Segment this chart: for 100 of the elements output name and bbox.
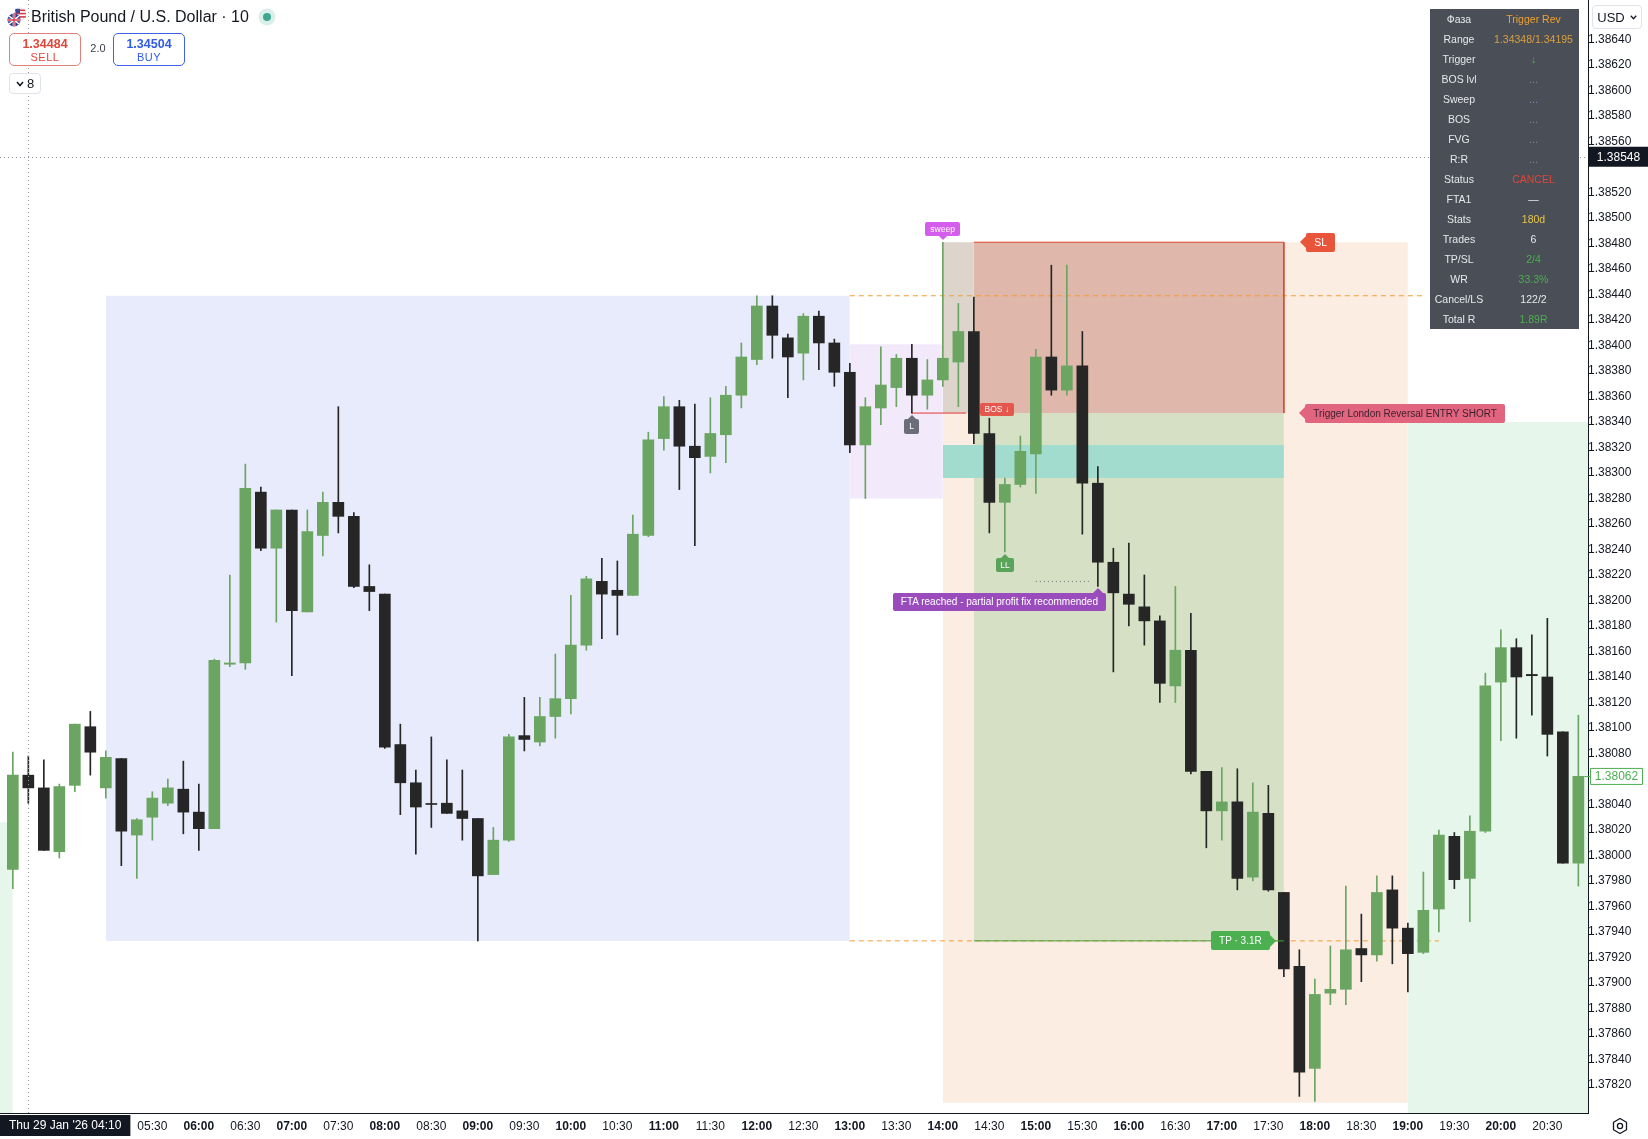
- ref-line-label: 1.38548: [1596, 149, 1641, 164]
- y-tick-label: 1.38040: [1587, 796, 1632, 811]
- annotation: 33.3%: [1517, 273, 1550, 285]
- sell-button: 1.34484 SELL: [9, 33, 81, 66]
- annotation: Trigger: [1441, 53, 1477, 65]
- y-tick-label: 1.38440: [1587, 286, 1632, 301]
- x-tick-label: 11:00: [648, 1118, 680, 1133]
- annotation: FTA reached - partial profit fix recommended: [892, 593, 1106, 612]
- annotation: 1.34484: [21, 37, 69, 51]
- annotation: Trigger Rev: [1505, 13, 1562, 25]
- y-tick-label: 1.38100: [1587, 720, 1632, 735]
- x-tick-label: 06:00: [183, 1118, 215, 1133]
- candlestick: [193, 783, 205, 851]
- candlestick: [1123, 542, 1135, 627]
- annotation: 1.34504: [125, 37, 173, 51]
- y-tick-label: 1.38460: [1587, 261, 1632, 276]
- y-tick-label: 1.37920: [1587, 949, 1632, 964]
- x-tick-label: 14:00: [927, 1118, 959, 1133]
- annotation: 180d: [1520, 213, 1547, 225]
- annotation: Cancel/LS: [1433, 293, 1485, 305]
- x-tick-label: 17:00: [1206, 1118, 1238, 1133]
- annotation: ...: [1528, 93, 1539, 105]
- candlestick: [1216, 767, 1228, 841]
- x-tick-label: 18:00: [1299, 1118, 1331, 1133]
- annotation: Status: [1443, 173, 1475, 185]
- annotation: L: [904, 419, 920, 435]
- y-tick-label: 1.38260: [1587, 516, 1632, 531]
- annotation: LL: [996, 558, 1014, 573]
- annotation: ...: [1528, 113, 1539, 125]
- y-tick-label: 1.38220: [1587, 567, 1632, 582]
- x-tick-label: 20:00: [1485, 1118, 1517, 1133]
- annotation: 2.0: [89, 42, 107, 54]
- y-tick-label: 1.38600: [1587, 82, 1632, 97]
- candlestick: [689, 403, 701, 546]
- annotation: BOS lvl: [1440, 73, 1478, 85]
- y-tick-label: 1.38140: [1587, 669, 1632, 684]
- y-tick-label: 1.38420: [1587, 312, 1632, 327]
- x-tick-label: 08:00: [369, 1118, 401, 1133]
- x-tick-label: 12:30: [788, 1118, 819, 1133]
- x-tick-label: 19:00: [1392, 1118, 1424, 1133]
- y-tick-label: 1.38520: [1587, 184, 1632, 199]
- x-tick-label: 18:30: [1346, 1118, 1377, 1133]
- x-tick-label: 07:00: [276, 1118, 308, 1133]
- annotation: 1.89R: [1518, 313, 1549, 325]
- x-tick-label: 07:30: [323, 1118, 354, 1133]
- y-tick-label: 1.38340: [1587, 414, 1632, 429]
- x-tick-label: 12:00: [741, 1118, 773, 1133]
- annotation: sweep: [925, 222, 960, 237]
- annotation: Фаза: [1445, 13, 1473, 25]
- x-tick-label: 10:30: [602, 1118, 633, 1133]
- annotation: Trigger London Reversal ENTRY SHORT: [1305, 403, 1505, 423]
- annotation: Range: [1442, 33, 1476, 45]
- y-tick-label: 1.38280: [1587, 490, 1632, 505]
- annotation: 8: [26, 76, 35, 91]
- x-tick-label: 06:30: [230, 1118, 261, 1133]
- y-tick-label: 1.38160: [1587, 643, 1632, 658]
- x-tick-label: 05:30: [137, 1118, 168, 1133]
- x-tick-label: 15:00: [1020, 1118, 1052, 1133]
- annotation: Total R: [1441, 313, 1477, 325]
- y-tick-label: 1.37980: [1587, 873, 1632, 888]
- x-tick-label: 17:30: [1253, 1118, 1284, 1133]
- y-tick-label: 1.38480: [1587, 235, 1632, 250]
- annotation: CANCEL: [1511, 173, 1556, 185]
- y-tick-label: 1.38320: [1587, 439, 1632, 454]
- y-tick-label: 1.38080: [1587, 745, 1632, 760]
- y-tick-label: 1.38360: [1587, 388, 1632, 403]
- annotation: TP · 3.1R: [1211, 931, 1270, 951]
- annotation: TP/SL: [1443, 253, 1475, 265]
- y-tick-label: 1.38500: [1587, 210, 1632, 225]
- annotation: SL: [1306, 232, 1336, 252]
- y-tick-label: 1.38300: [1587, 465, 1632, 480]
- x-tick-label: 08:30: [416, 1118, 447, 1133]
- y-tick-label: 1.37960: [1587, 898, 1632, 913]
- candlestick: [596, 558, 608, 640]
- annotation: WR: [1449, 273, 1469, 285]
- annotation: ...: [1528, 133, 1539, 145]
- y-tick-label: 1.37840: [1587, 1051, 1632, 1066]
- y-tick-label: 1.38560: [1587, 133, 1632, 148]
- y-tick-label: 1.37900: [1587, 975, 1632, 990]
- y-tick-label: 1.38240: [1587, 541, 1632, 556]
- y-tick-label: 1.38180: [1587, 618, 1632, 633]
- annotation: —: [1527, 193, 1540, 205]
- annotation: BUY: [135, 51, 163, 64]
- annotation: SELL: [29, 51, 61, 64]
- y-tick-label: 1.38400: [1587, 337, 1632, 352]
- x-tick-label: 19:30: [1439, 1118, 1470, 1133]
- annotation: Sweep: [1441, 93, 1477, 105]
- y-tick-label: 1.38380: [1587, 363, 1632, 378]
- y-tick-label: 1.38120: [1587, 694, 1632, 709]
- annotation: ...: [1528, 73, 1539, 85]
- x-tick-label: 09:00: [462, 1118, 494, 1133]
- x-tick-label: 10:00: [555, 1118, 587, 1133]
- dropdown-button: USD: [1592, 5, 1642, 29]
- x-tick-label: 11:30: [695, 1118, 726, 1133]
- y-tick-label: 1.37940: [1587, 924, 1632, 939]
- x-tick-label: 16:00: [1113, 1118, 1145, 1133]
- x-tick-label: 20:30: [1532, 1118, 1563, 1133]
- text: British Pound / U.S. Dollar · 10: [31, 8, 249, 26]
- x-tick-label: 13:30: [881, 1118, 912, 1133]
- y-tick-label: 1.38000: [1587, 847, 1632, 862]
